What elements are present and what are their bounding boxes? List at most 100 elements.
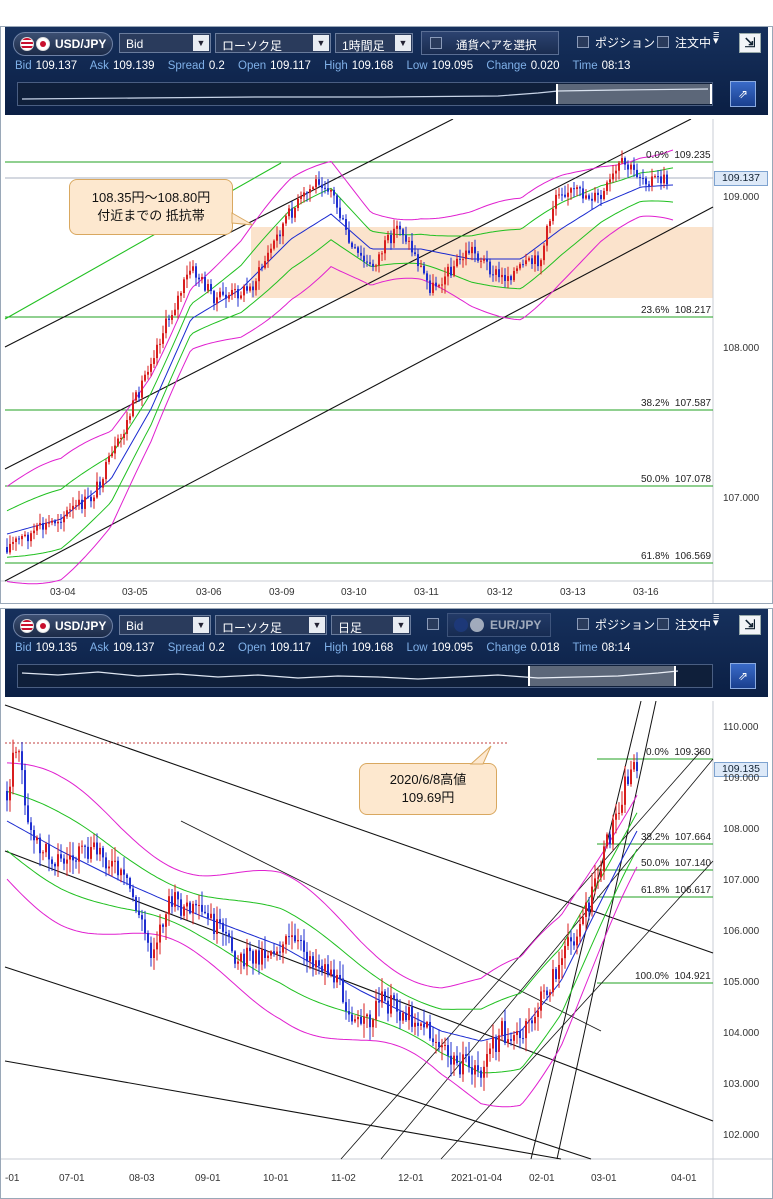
candles [6,150,668,555]
candle-body [93,497,95,502]
compare-pair-button[interactable]: EUR/JPY [447,613,551,637]
candle-body [81,499,83,509]
expand-arrow-icon[interactable]: ⇗ [730,663,756,689]
price-type-dropdown[interactable]: Bid ▼ [119,615,211,635]
candle-body [192,903,194,914]
candle-body [183,906,185,916]
candle-body [600,194,602,200]
time-label: Time [572,60,598,72]
navigator-window[interactable] [528,666,676,686]
candle-body [237,961,239,964]
candle-body [216,919,218,934]
candle-body [333,189,335,196]
candle-body [213,913,215,934]
order-label: 注文中 [675,36,712,50]
candle-body [426,1021,428,1028]
candle-body [225,294,227,299]
candle-body [123,869,125,875]
candle-body [264,261,266,268]
candle-body [219,291,221,298]
callout-line-2: 109.69円 [401,790,455,805]
compare-checkbox[interactable] [427,618,439,630]
candle-body [357,247,359,253]
candle-body [609,834,611,845]
navigator-window[interactable] [556,84,712,104]
order-checkbox[interactable] [657,618,669,630]
chart-area-daily[interactable]: 2020/6/8高値 109.69円 109.135 110.000 109.0… [1,701,772,1198]
symbol-selector[interactable]: USD/JPY [13,614,113,638]
candle-body [273,240,275,249]
menu-icon[interactable]: ≡ ▾ [713,29,720,47]
candle-body [615,813,617,820]
candle-body [180,293,182,296]
chevron-down-icon: ▼ [393,617,409,633]
candle-body [261,267,263,269]
chart-type-dropdown[interactable]: ローソク足 ▼ [215,615,327,635]
candle-body [402,229,404,236]
candle-body [189,270,191,275]
pair-select-button[interactable]: 通貨ペアを選択 [421,31,559,55]
candle-body [306,192,308,194]
fib-label-382: 38.2% 107.587 [641,398,712,409]
candle-body [72,855,74,861]
candle-body [597,877,599,879]
candle-body [63,516,65,523]
candle-body [570,188,572,193]
candle-body [441,1045,443,1048]
position-checkbox[interactable] [577,618,589,630]
position-checkbox[interactable] [577,36,589,48]
candle-body [81,845,83,847]
candle-body [285,216,287,224]
navigator-scrollbar[interactable] [17,664,713,688]
candle-body [69,855,71,860]
price-type-dropdown[interactable]: Bid ▼ [119,33,211,53]
chart-type-dropdown[interactable]: ローソク足 ▼ [215,33,331,53]
candle-body [633,164,635,170]
collapse-arrow-icon[interactable]: ⇲ [739,615,761,635]
moving-average [6,184,674,535]
y-tick: 105.000 [723,977,760,988]
candle-body [111,453,113,457]
candle-body [258,267,260,282]
expand-arrow-icon[interactable]: ⇗ [730,81,756,107]
interval-dropdown[interactable]: 1時間足 ▼ [335,33,413,53]
candle-body [573,941,575,946]
bb-lower [6,215,674,585]
candle-body [582,188,584,199]
candle-body [567,192,569,197]
candle-body [636,169,638,178]
candle-body [138,910,140,916]
candle-body [567,937,569,946]
menu-icon[interactable]: ≡ ▾ [713,611,720,629]
candle-body [510,1039,512,1041]
candle-body [423,265,425,274]
symbol-selector[interactable]: USD/JPY [13,32,113,56]
candle-body [651,176,653,186]
quote-bar: Bid 109.135 Ask 109.137 Spread 0.2 Open 109.… [15,642,640,654]
bid-label: Bid [15,60,32,72]
candle-body [267,252,269,262]
candle-body [234,951,236,964]
chart-area-hourly[interactable]: 108.35円〜108.80円 付近までの 抵抗帯 109.137 109.00… [1,119,772,603]
candle-body [390,234,392,244]
candle-body [105,857,107,869]
price-type-value: Bid [126,619,144,633]
candle-body [453,266,455,276]
candle-body [9,543,11,553]
candle-body [162,333,164,344]
candle-body [54,863,56,867]
candle-body [195,903,197,906]
pair-select-checkbox[interactable] [430,37,442,49]
candle-body [393,995,395,999]
order-checkbox[interactable] [657,36,669,48]
interval-dropdown[interactable]: 日足 ▼ [331,615,411,635]
collapse-arrow-icon[interactable]: ⇲ [739,33,761,53]
candle-body [273,951,275,955]
candle-body [75,860,77,862]
navigator-scrollbar[interactable] [17,82,713,106]
candle-body [342,978,344,1003]
candle-body [99,481,101,488]
candle-body [126,420,128,434]
candle-body [327,188,329,192]
candle-body [132,400,134,417]
